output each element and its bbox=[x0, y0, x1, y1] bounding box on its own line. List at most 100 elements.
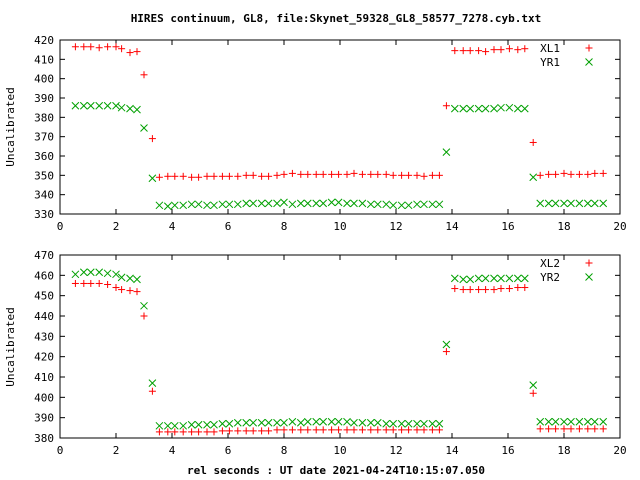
data-point-xl2 bbox=[405, 426, 413, 434]
data-point-yr2 bbox=[194, 420, 203, 429]
data-point-xl2 bbox=[140, 312, 148, 320]
x-tick-label: 14 bbox=[445, 444, 459, 457]
data-point-xl1 bbox=[335, 170, 343, 178]
data-point-xl2 bbox=[242, 427, 250, 435]
data-point-yr2 bbox=[505, 274, 514, 283]
data-point-yr2 bbox=[273, 418, 281, 427]
data-point-yr1 bbox=[163, 202, 172, 211]
x-tick-label: 12 bbox=[389, 220, 402, 233]
y-tick-label: 470 bbox=[34, 249, 54, 262]
data-point-yr1 bbox=[513, 104, 522, 113]
y-tick-label: 380 bbox=[34, 111, 54, 124]
data-point-xl2 bbox=[225, 427, 233, 435]
data-point-yr2 bbox=[358, 418, 367, 427]
data-point-yr1 bbox=[140, 124, 148, 132]
data-point-xl2 bbox=[490, 286, 498, 294]
data-point-xl2 bbox=[118, 286, 126, 294]
data-point-yr2 bbox=[225, 419, 234, 428]
data-point-xl1 bbox=[171, 172, 179, 180]
data-point-xl1 bbox=[80, 43, 88, 51]
data-point-yr2 bbox=[404, 419, 413, 428]
data-point-yr1 bbox=[257, 199, 266, 208]
data-point-yr2 bbox=[366, 418, 375, 427]
data-point-yr1 bbox=[71, 101, 80, 110]
x-tick-label: 8 bbox=[281, 220, 288, 233]
x-tick-label: 4 bbox=[169, 220, 176, 233]
y-tick-label: 390 bbox=[34, 412, 54, 425]
data-point-xl1 bbox=[164, 172, 172, 180]
data-point-xl1 bbox=[188, 173, 196, 181]
data-point-xl1 bbox=[552, 170, 560, 178]
x-tick-label: 0 bbox=[57, 444, 64, 457]
data-point-yr1 bbox=[450, 104, 459, 113]
data-point-xl1 bbox=[343, 170, 351, 178]
data-point-xl2 bbox=[482, 286, 490, 294]
data-point-xl1 bbox=[155, 173, 163, 181]
legend-symbol-yr2 bbox=[585, 273, 593, 281]
data-point-xl1 bbox=[413, 171, 421, 179]
data-point-xl1 bbox=[591, 169, 599, 177]
data-point-yr2 bbox=[303, 417, 312, 426]
data-point-xl1 bbox=[490, 46, 498, 54]
bottom-panel-frame bbox=[59, 254, 621, 439]
data-point-xl1 bbox=[475, 47, 483, 55]
data-point-yr2 bbox=[233, 418, 242, 427]
data-point-xl1 bbox=[529, 138, 537, 146]
x-tick-label: 18 bbox=[557, 220, 570, 233]
data-point-xl1 bbox=[358, 170, 366, 178]
data-point-yr2 bbox=[218, 419, 227, 428]
data-point-xl2 bbox=[459, 286, 467, 294]
data-point-yr2 bbox=[583, 417, 592, 426]
data-point-yr2 bbox=[334, 417, 343, 426]
data-point-xl2 bbox=[529, 389, 537, 397]
data-point-xl1 bbox=[374, 170, 382, 178]
y-tick-label: 440 bbox=[34, 310, 54, 323]
data-point-xl1 bbox=[273, 171, 281, 179]
data-point-yr1 bbox=[358, 199, 367, 208]
data-point-xl2 bbox=[475, 286, 483, 294]
data-point-yr1 bbox=[350, 199, 358, 208]
data-point-xl1 bbox=[312, 170, 320, 178]
data-point-yr1 bbox=[95, 101, 104, 110]
data-point-xl2 bbox=[328, 426, 336, 434]
data-point-xl2 bbox=[374, 426, 382, 434]
top-panel: 0 2 4 6 8 10 12 14 16 18 20 330 340 350 360 370 380 390 40… bbox=[4, 34, 627, 233]
data-point-yr2 bbox=[140, 301, 148, 310]
data-point-xl2 bbox=[428, 426, 436, 434]
data-point-yr2 bbox=[280, 418, 288, 427]
data-point-yr2 bbox=[79, 268, 88, 277]
data-point-xl1 bbox=[428, 171, 436, 179]
data-point-xl1 bbox=[459, 47, 467, 55]
y-tick-label: 330 bbox=[34, 208, 54, 221]
data-point-yr2 bbox=[382, 419, 391, 428]
data-point-yr1 bbox=[242, 199, 251, 208]
data-point-yr1 bbox=[233, 200, 242, 209]
data-point-xl1 bbox=[133, 48, 141, 56]
data-point-xl2 bbox=[497, 285, 505, 293]
data-point-xl2 bbox=[164, 428, 172, 436]
data-point-xl2 bbox=[552, 425, 560, 433]
data-point-xl1 bbox=[389, 171, 397, 179]
data-point-xl2 bbox=[312, 426, 320, 434]
data-point-yr1 bbox=[428, 200, 437, 209]
legend-marker-yr1 bbox=[585, 58, 593, 66]
data-point-yr2 bbox=[187, 420, 196, 429]
bottom-panel-data-points bbox=[71, 268, 608, 436]
data-point-xl1 bbox=[104, 43, 112, 51]
data-point-xl2 bbox=[304, 426, 312, 434]
data-point-yr1 bbox=[225, 200, 234, 209]
data-point-yr1 bbox=[249, 199, 258, 208]
data-point-yr1 bbox=[264, 199, 273, 208]
bottom-panel: 0 2 4 6 8 10 12 14 16 18 20 380 390 400 410 420 430 440 45… bbox=[4, 249, 627, 477]
data-point-xl1 bbox=[140, 71, 148, 79]
data-point-yr2 bbox=[435, 419, 444, 428]
data-point-yr1 bbox=[373, 200, 382, 209]
data-point-yr1 bbox=[179, 201, 188, 210]
data-point-xl2 bbox=[545, 425, 553, 433]
data-point-yr1 bbox=[288, 200, 297, 209]
data-point-xl2 bbox=[536, 425, 544, 433]
data-point-xl1 bbox=[179, 172, 187, 180]
data-point-xl1 bbox=[95, 44, 103, 52]
data-point-yr2 bbox=[490, 274, 498, 283]
